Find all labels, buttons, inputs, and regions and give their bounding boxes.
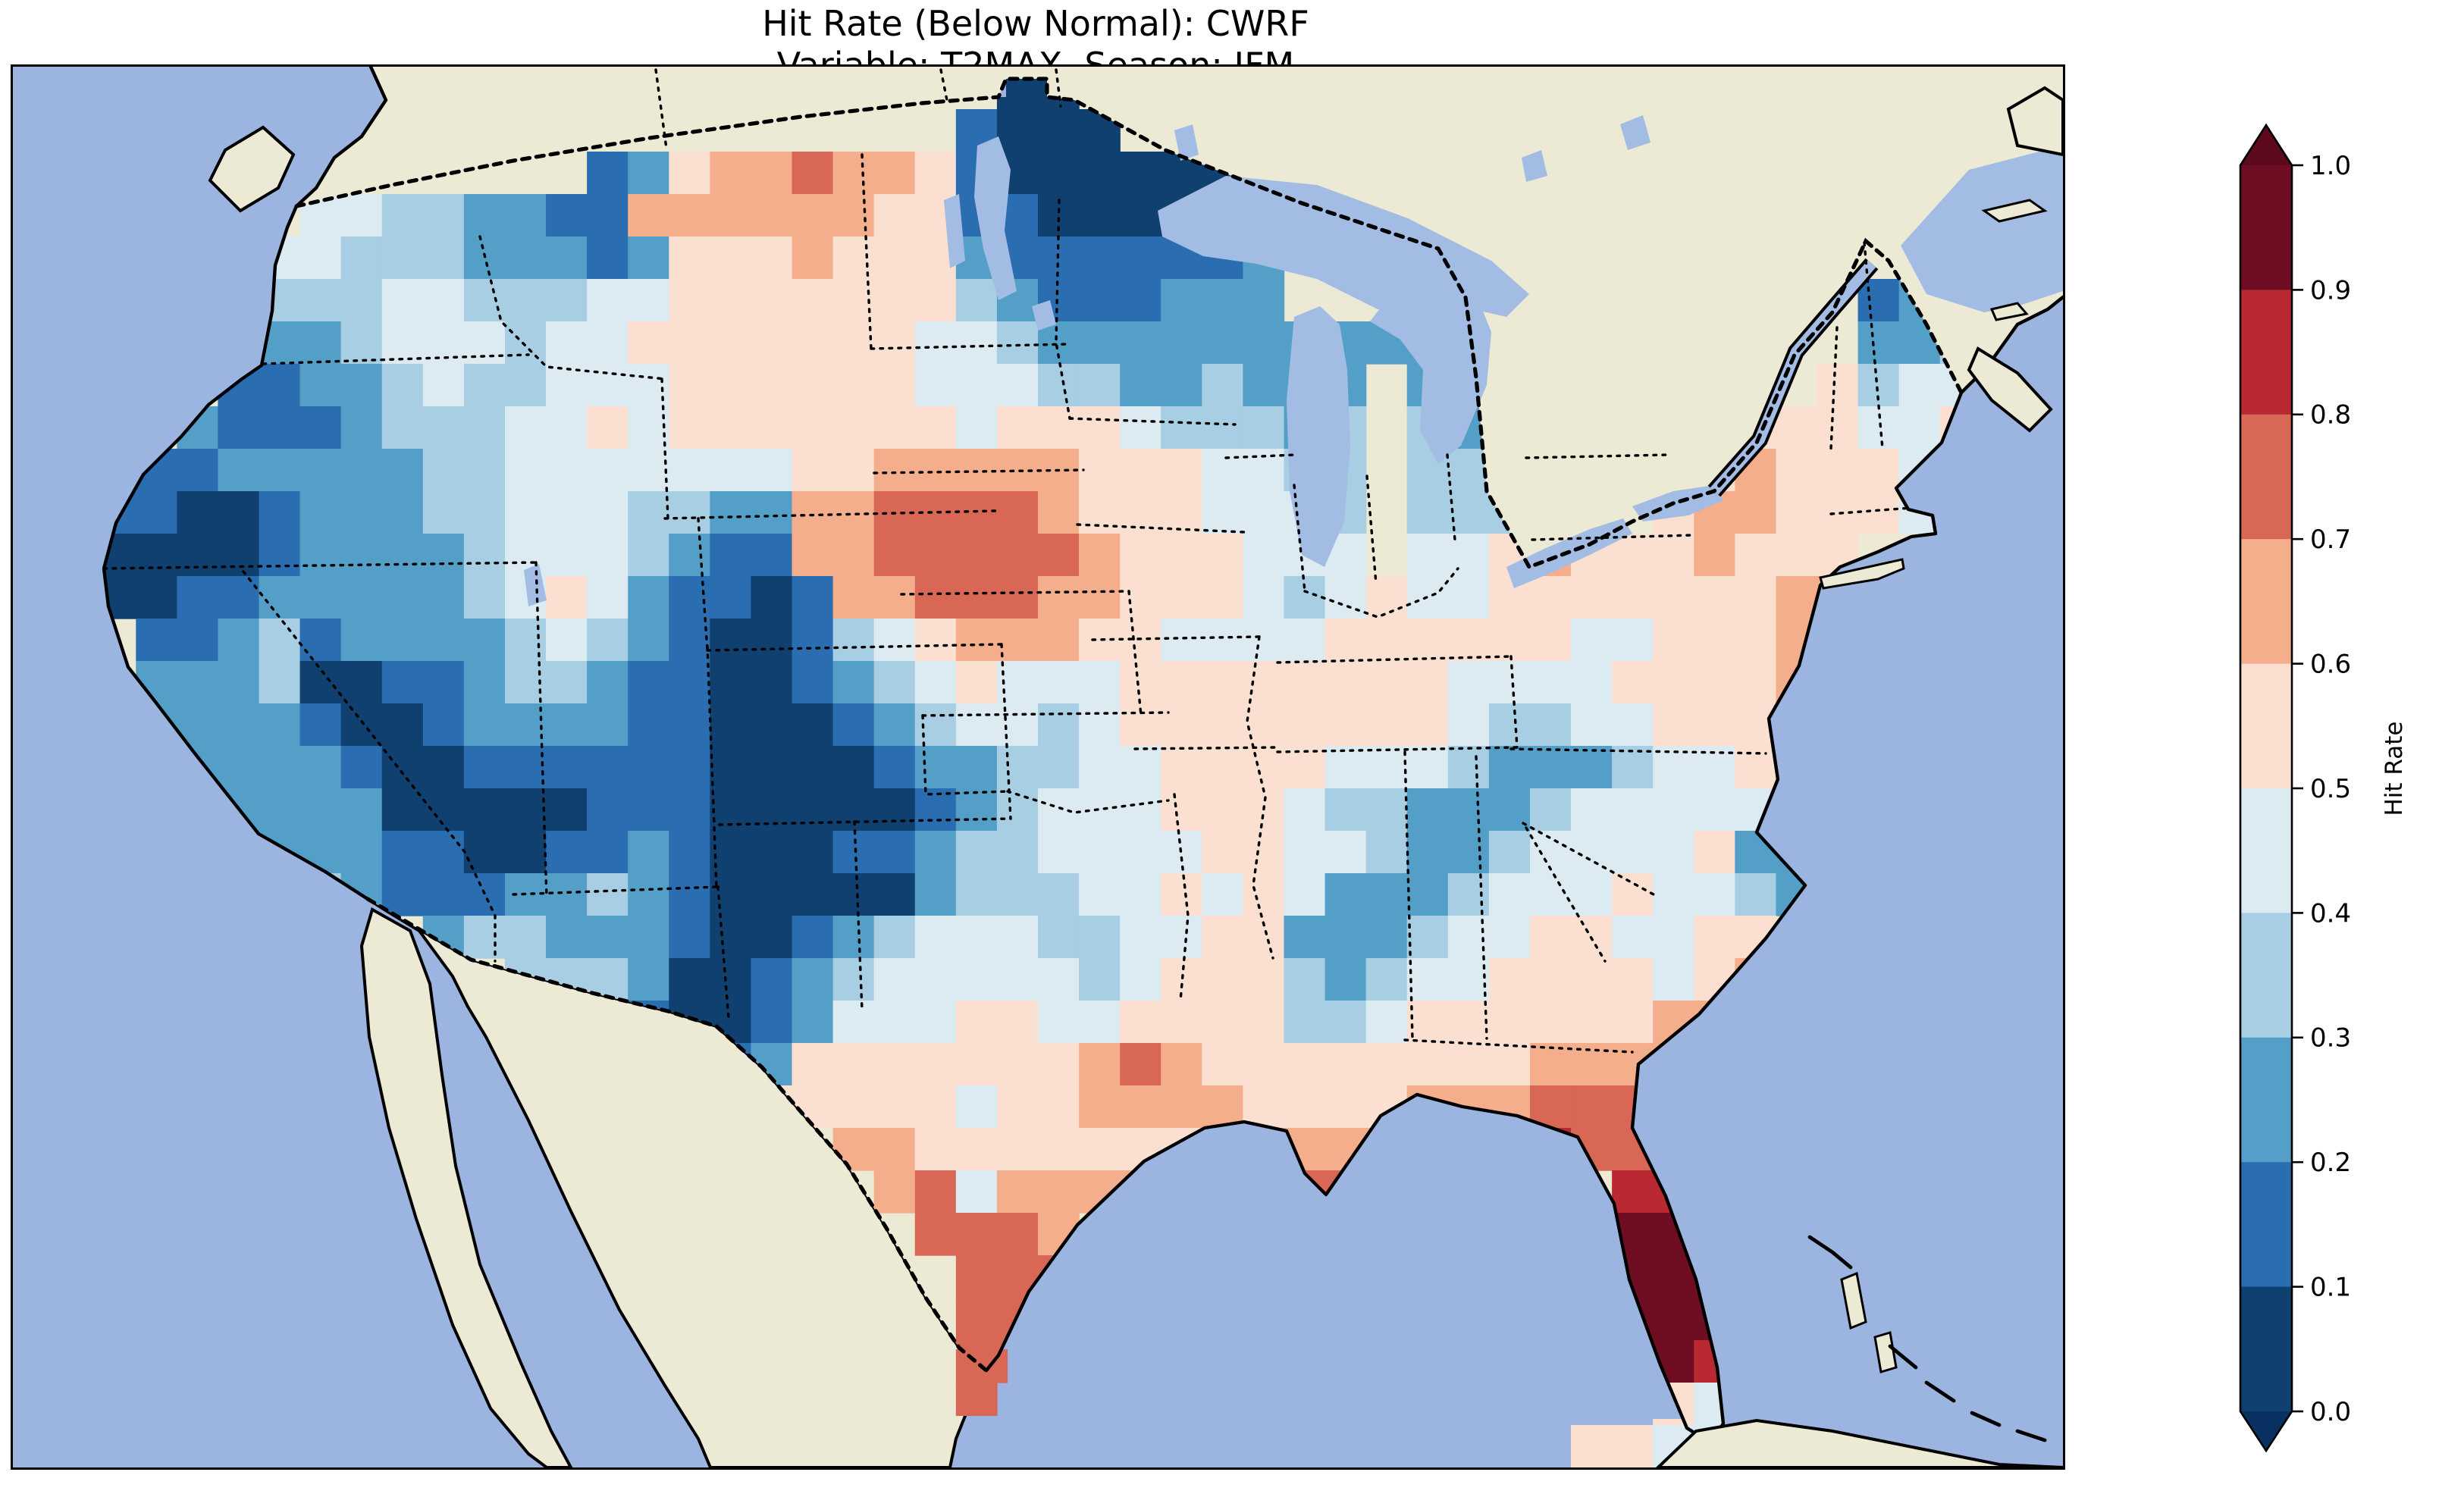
colorbar-tick-label: 0.9	[2310, 275, 2351, 305]
colorbar-tick-label: 0.0	[2310, 1397, 2351, 1427]
colorbar: 1.00.90.80.70.60.50.40.30.20.10.0	[2229, 114, 2335, 1478]
conus-map	[13, 67, 2063, 1467]
colorbar-tick-label: 0.2	[2310, 1148, 2351, 1178]
colorbar-tick-label: 0.3	[2310, 1023, 2351, 1054]
colorbar-tick-label: 0.1	[2310, 1273, 2351, 1303]
colorbar-tick-label: 0.4	[2310, 898, 2351, 929]
colorbar-tick-label: 0.7	[2310, 525, 2351, 555]
colorbar-tick-label: 0.5	[2310, 774, 2351, 804]
colorbar-label: Hit Rate	[2381, 721, 2408, 816]
colorbar-tick-label: 1.0	[2310, 151, 2351, 181]
colorbar-tick-label: 0.6	[2310, 650, 2351, 680]
colorbar-tick-label: 0.8	[2310, 400, 2351, 431]
figure: Hit Rate (Below Normal): CWRF Variable: …	[0, 0, 2464, 1494]
title-line-1: Hit Rate (Below Normal): CWRF	[11, 3, 2061, 45]
map-frame	[11, 64, 2065, 1470]
